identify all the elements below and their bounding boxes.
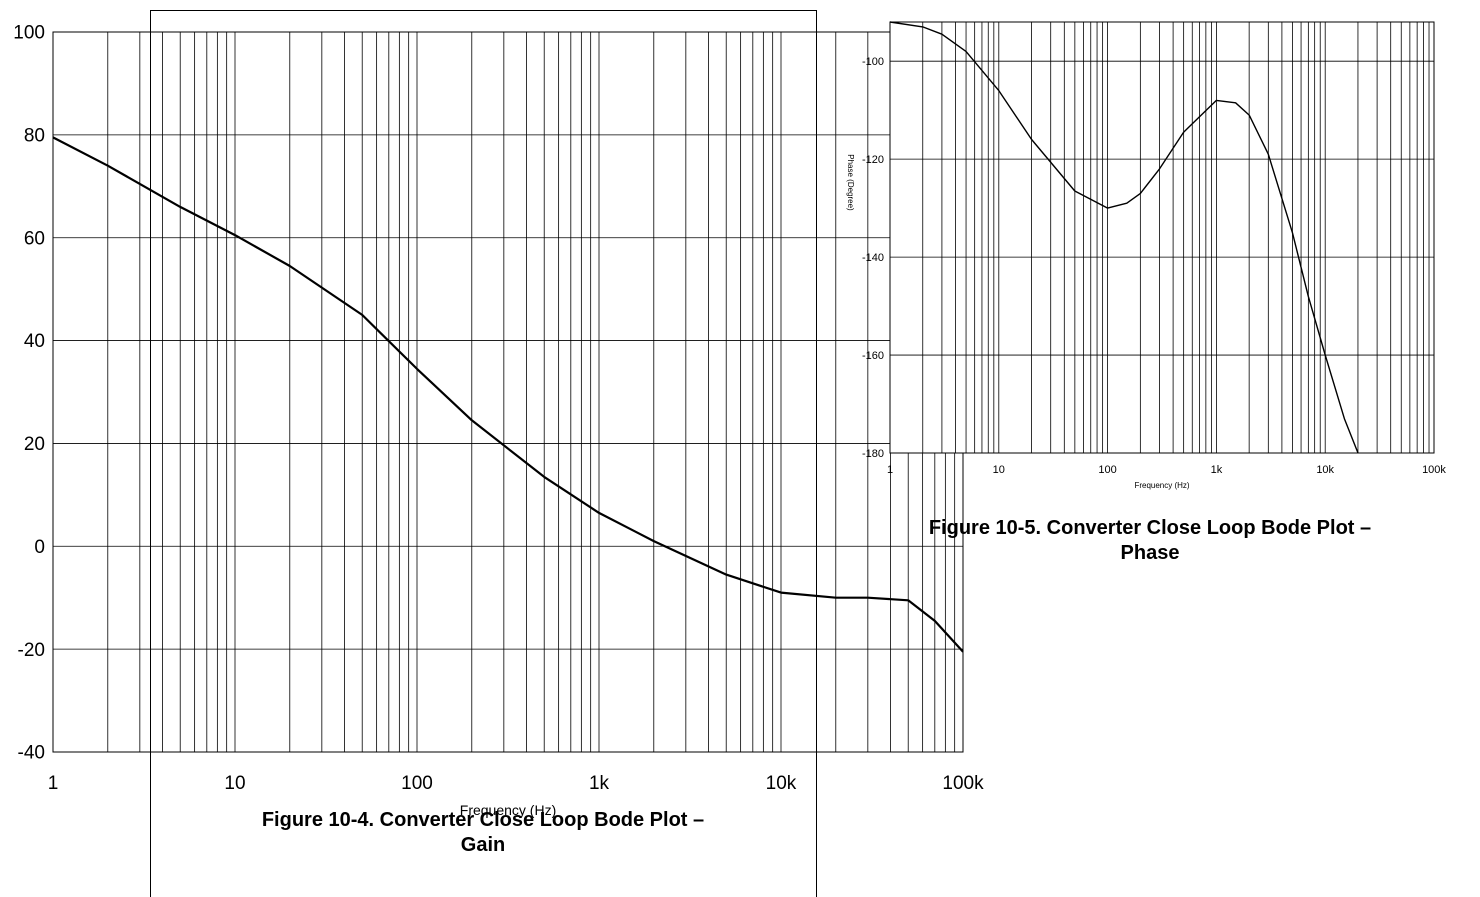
phase-x-tick-label: 1k — [1211, 464, 1223, 476]
gain-x-tick-label: 1k — [589, 773, 610, 794]
gain-y-tick-label: 40 — [24, 331, 45, 352]
phase-y-axis-label: Phase (Degree) — [846, 154, 855, 211]
phase-x-tick-label: 100k — [1422, 464, 1446, 476]
phase-y-tick-label: -160 — [862, 350, 884, 362]
frame-divider-line — [816, 10, 817, 897]
gain-x-axis-label: Frequency (Hz) — [460, 802, 556, 818]
gain-x-tick-label: 1 — [48, 773, 59, 794]
frame-left-line — [150, 10, 151, 897]
phase-plot-frame — [889, 21, 1435, 454]
gain-figure-caption: Figure 10-4. Converter Close Loop Bode P… — [150, 808, 816, 858]
gain-series-line — [52, 136, 964, 653]
phase-y-tick-label: -180 — [862, 448, 884, 460]
phase-x-tick-label: 100 — [1098, 464, 1116, 476]
phase-figure-caption: Figure 10-5. Converter Close Loop Bode P… — [855, 516, 1445, 566]
gain-x-tick-label: 100k — [942, 773, 984, 794]
phase-y-tick-label: -120 — [862, 154, 884, 166]
gain-x-tick-label: 10k — [766, 773, 797, 794]
gain-y-tick-label: -40 — [18, 743, 45, 764]
phase-x-tick-label: 1 — [887, 464, 893, 476]
phase-grid — [889, 22, 1434, 454]
phase-x-tick-label: 10 — [993, 464, 1005, 476]
gain-y-tick-label: 100 — [13, 23, 45, 44]
frame-top-line — [150, 10, 816, 11]
gain-caption-line1: Figure 10-4. Converter Close Loop Bode P… — [261, 809, 705, 831]
gain-y-tick-label: -20 — [18, 640, 45, 661]
gain-y-tick-label: 0 — [34, 537, 45, 558]
gain-caption-line2: Gain — [460, 834, 506, 856]
phase-plot-background — [890, 22, 1434, 453]
gain-y-tick-label: 80 — [24, 126, 45, 147]
phase-y-tick-label: -140 — [862, 252, 884, 264]
phase-x-tick-label: 10k — [1316, 464, 1334, 476]
phase-x-axis-label: Frequency (Hz) — [1134, 481, 1189, 490]
phase-caption-line2: Phase — [1120, 542, 1180, 564]
gain-x-tick-label: 10 — [224, 773, 245, 794]
phase-caption-line1: Figure 10-5. Converter Close Loop Bode P… — [928, 517, 1372, 539]
phase-y-tick-label: -100 — [862, 56, 884, 68]
gain-y-tick-label: 60 — [24, 228, 45, 249]
gain-x-tick-label: 100 — [401, 773, 433, 794]
gain-y-tick-label: 20 — [24, 434, 45, 455]
phase-series-line — [889, 21, 1359, 454]
